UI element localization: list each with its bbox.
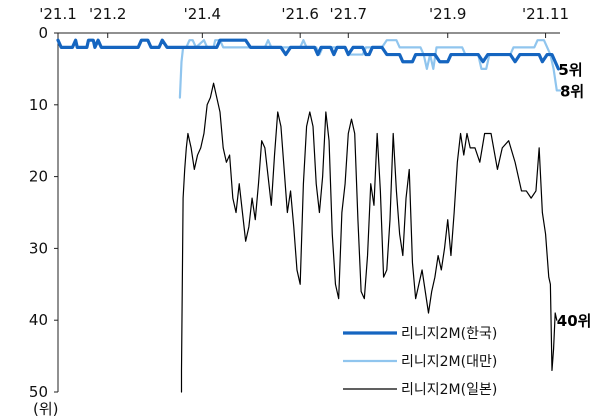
- series-line-0: [56, 38, 560, 71]
- x-tick-label: '21.7: [330, 5, 368, 23]
- series-lines: [56, 38, 562, 393]
- y-tick-label: 50: [29, 383, 48, 401]
- y-tick-label: 0: [38, 24, 48, 42]
- y-tick-label: 20: [29, 168, 48, 186]
- x-ticks: '21.1 '21.2 '21.4 '21.6 '21.7 '21.9 '21.11: [39, 5, 569, 38]
- axes: '21.1 '21.2 '21.4 '21.6 '21.7 '21.9 '21.11 0 10…: [29, 5, 569, 418]
- legend-label: 리니지2M(한국): [401, 326, 497, 342]
- y-tick-label: 40: [29, 311, 48, 329]
- legend-label: 리니지2M(대만): [401, 354, 497, 370]
- x-tick-label: '21.9: [429, 5, 467, 23]
- end-label: 5위: [558, 61, 582, 79]
- y-ticks: 0 10 20 30 40 50: [29, 24, 58, 401]
- x-tick-label: '21.1: [39, 5, 77, 23]
- x-tick-label: '21.6: [281, 5, 319, 23]
- series-line-1: [178, 39, 562, 99]
- x-tick-label: '21.2: [89, 5, 127, 23]
- end-label: 8위: [560, 82, 584, 100]
- legend-label: 리니지2M(일본): [401, 382, 497, 398]
- legend: 리니지2M(한국) 리니지2M(대만) 리니지2M(일본): [343, 326, 497, 398]
- series-line-2: [180, 82, 558, 393]
- end-label: 40위: [557, 312, 592, 330]
- y-unit-label: (위): [33, 400, 59, 418]
- x-tick-label: '21.4: [184, 5, 222, 23]
- y-tick-label: 10: [29, 96, 48, 114]
- y-tick-label: 30: [29, 239, 48, 257]
- x-tick-label: '21.11: [522, 5, 569, 23]
- end-labels: 5위 8위 40위: [557, 61, 592, 330]
